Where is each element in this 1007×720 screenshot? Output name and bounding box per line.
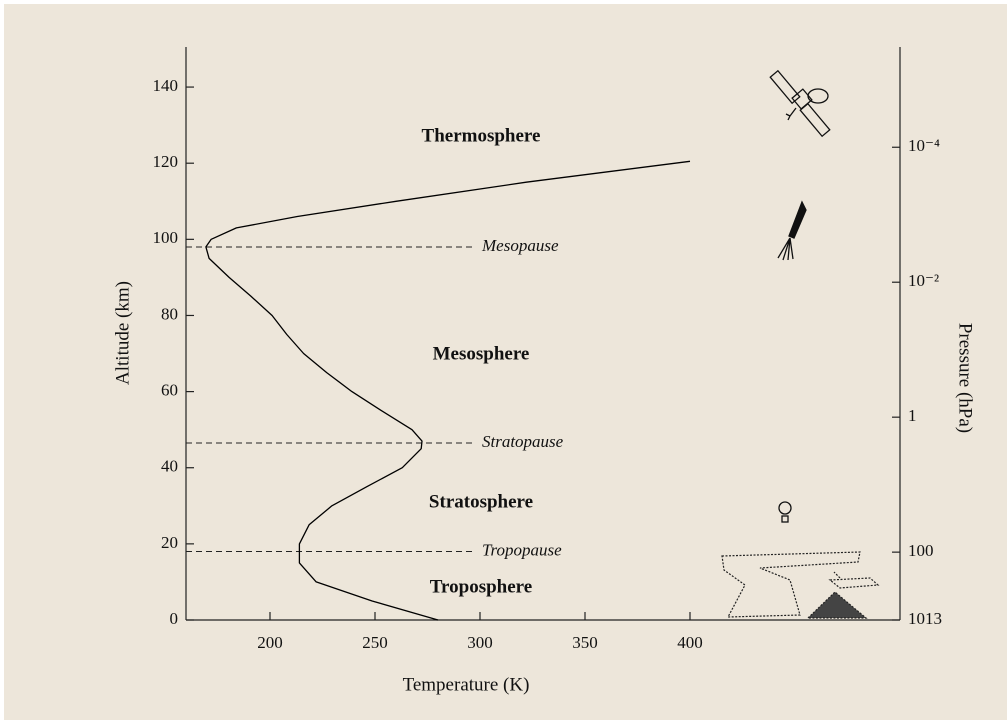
level-label: Stratopause	[482, 432, 564, 451]
y-tick-label: 120	[153, 152, 179, 171]
x-tick-label: 200	[257, 633, 283, 652]
y-tick-label: 140	[153, 76, 179, 95]
y-tick-label: 20	[161, 533, 178, 552]
x-tick-label: 400	[677, 633, 703, 652]
y2-tick-label: 1013	[908, 609, 942, 628]
y2-axis-label: Pressure (hPa)	[955, 323, 976, 433]
y2-tick-label: 10⁻²	[908, 271, 939, 290]
level-label: Mesopause	[481, 236, 559, 255]
y2-tick-label: 100	[908, 541, 934, 560]
temperature-line	[205, 160, 691, 621]
y-tick-label: 0	[170, 609, 179, 628]
x-axis-label: Temperature (K)	[403, 674, 530, 695]
region-label: Mesosphere	[433, 343, 530, 364]
x-tick-label: 250	[362, 633, 388, 652]
y2-tick-label: 1	[908, 406, 917, 425]
y-tick-label: 100	[153, 228, 179, 247]
y-tick-label: 40	[161, 457, 178, 476]
y-tick-label: 60	[161, 381, 178, 400]
region-label: Thermosphere	[422, 125, 541, 146]
region-label: Stratosphere	[429, 491, 533, 512]
y-tick-label: 80	[161, 304, 178, 323]
clouds-mountain-icon	[721, 551, 880, 619]
y-axis-label: Altitude (km)	[112, 281, 133, 385]
rocket-icon	[777, 200, 807, 261]
x-tick-label: 350	[572, 633, 598, 652]
level-label: Tropopause	[482, 540, 562, 559]
region-label: Troposphere	[430, 576, 532, 597]
x-tick-label: 300	[467, 633, 493, 652]
y2-tick-label: 10⁻⁴	[908, 136, 940, 155]
balloon-icon	[778, 501, 792, 523]
satellite-icon	[769, 69, 831, 138]
